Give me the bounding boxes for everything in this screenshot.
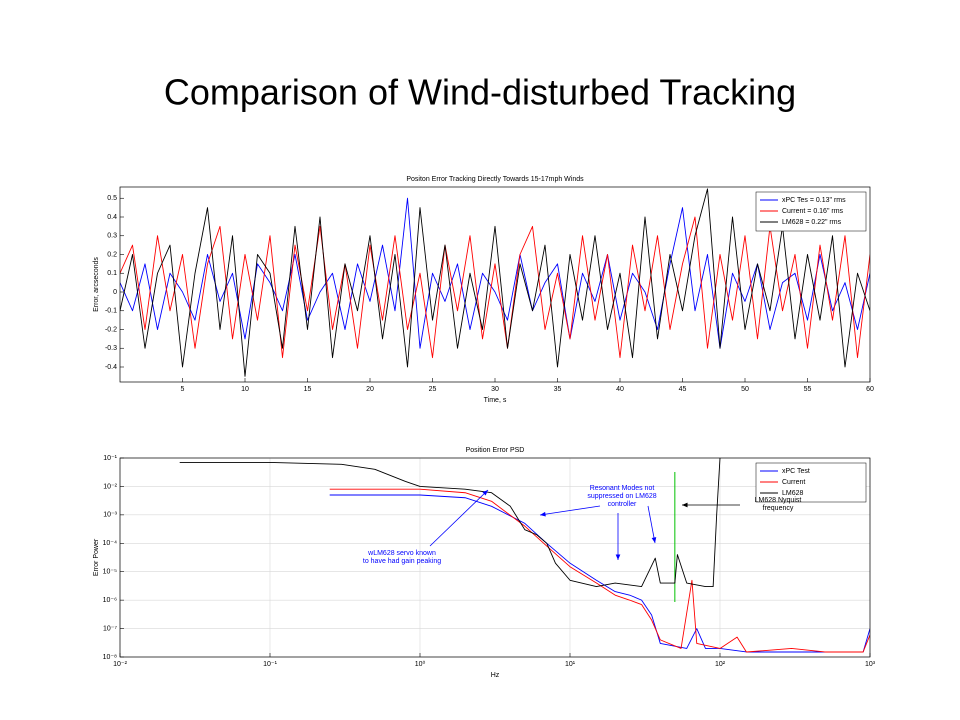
x-tick-label: 10⁻² [113, 661, 127, 668]
x-tick-label: 10² [715, 661, 726, 668]
x-tick-label: 55 [804, 386, 812, 393]
x-axis-label: Hz [491, 672, 500, 679]
x-tick-label: 45 [679, 386, 687, 393]
x-tick-label: 15 [304, 386, 312, 393]
annotation: LM628 Nyquist [755, 497, 802, 504]
series-line [120, 197, 870, 349]
arrow-head [615, 554, 621, 560]
y-axis-label: Error, arcseconds [93, 257, 100, 312]
x-tick-label: 10⁰ [415, 660, 426, 668]
x-axis-label: Time, s [484, 397, 507, 404]
y-tick-label: -0.1 [105, 308, 117, 315]
arrow-head [540, 511, 546, 517]
y-tick-label: 10⁻³ [103, 512, 117, 519]
x-tick-label: 40 [616, 386, 624, 393]
arrow-head [651, 537, 657, 543]
legend-label: xPC Test [782, 468, 810, 475]
series-line [120, 188, 870, 377]
legend-label: LM628 = 0.22" rms [782, 219, 842, 226]
annotation: frequency [763, 505, 794, 512]
y-tick-label: 0.4 [107, 214, 117, 221]
x-tick-label: 60 [866, 386, 874, 393]
y-tick-label: 10⁻² [103, 483, 117, 490]
y-tick-label: 10⁻¹ [103, 455, 117, 462]
legend-label: LM628 [782, 490, 804, 497]
legend-label: xPC Tes = 0.13" rms [782, 197, 846, 204]
arrow-head [482, 490, 488, 496]
annotation: Resonant Modes not [590, 485, 655, 492]
y-tick-label: 0.5 [107, 195, 117, 202]
arrow-head [682, 502, 688, 508]
x-tick-label: 10³ [865, 661, 876, 668]
y-tick-label: 10⁻⁵ [103, 569, 117, 576]
plot-frame [119, 457, 871, 658]
chart-title: Positon Error Tracking Directly Towards … [406, 176, 584, 183]
annotation: suppressed on LM628 [587, 493, 656, 500]
arrow-shaft [539, 505, 601, 516]
arrow-shaft [429, 489, 489, 547]
y-tick-label: -0.2 [105, 326, 117, 333]
x-tick-label: 25 [429, 386, 437, 393]
annotation: to have had gain peaking [363, 558, 441, 565]
legend-label: Current [782, 479, 805, 486]
y-tick-label: -0.4 [105, 364, 117, 371]
y-tick-label: 10⁻⁸ [103, 654, 117, 661]
y-tick-label: 0.2 [107, 251, 117, 258]
plot-area [120, 187, 870, 382]
series-line [329, 494, 870, 653]
y-tick-label: -0.3 [105, 345, 117, 352]
chart-title: Position Error PSD [466, 447, 525, 454]
annotation: controller [608, 501, 637, 508]
x-tick-label: 20 [366, 386, 374, 393]
series-line [179, 458, 721, 588]
y-tick-label: 10⁻⁶ [103, 597, 117, 604]
plot-area [120, 458, 870, 657]
y-tick-label: 0.3 [107, 233, 117, 240]
plot-frame [119, 186, 871, 383]
x-tick-label: 10 [241, 386, 249, 393]
x-tick-label: 10⁻¹ [263, 661, 277, 668]
x-tick-label: 30 [491, 386, 499, 393]
legend-label: Current = 0.16" rms [782, 208, 844, 215]
x-tick-label: 5 [181, 386, 185, 393]
slide-title: Comparison of Wind-disturbed Tracking [164, 72, 796, 113]
x-tick-label: 10¹ [565, 661, 576, 668]
series-line [329, 488, 870, 653]
arrow-shaft [647, 505, 656, 544]
annotation: wLM628 servo known [367, 550, 436, 557]
series-line [120, 216, 870, 359]
y-tick-label: 0.1 [107, 270, 117, 277]
y-tick-label: 10⁻⁴ [103, 540, 118, 547]
x-tick-label: 50 [741, 386, 749, 393]
x-tick-label: 35 [554, 386, 562, 393]
y-axis-label: Error Power [93, 538, 100, 576]
y-tick-label: 0 [113, 289, 117, 296]
y-tick-label: 10⁻⁷ [103, 625, 117, 632]
